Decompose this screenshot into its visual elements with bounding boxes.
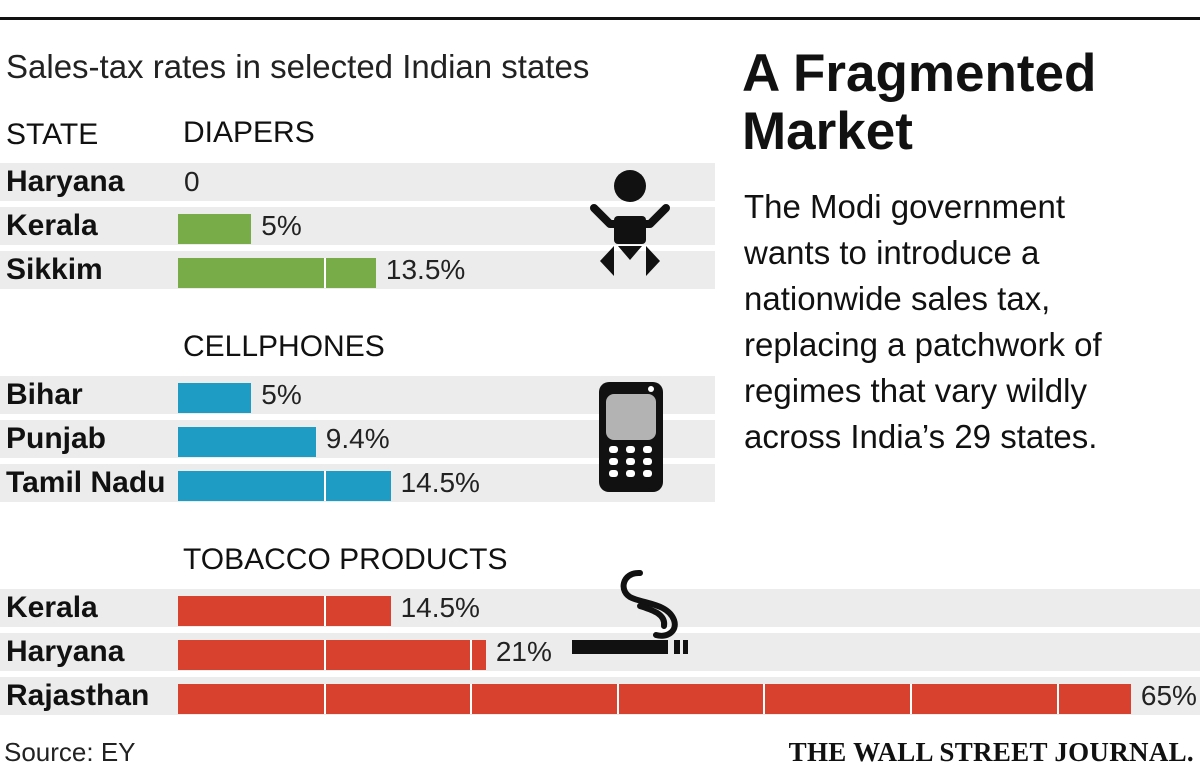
- tobacco-header: TOBACCO PRODUCTS: [183, 543, 508, 576]
- bar-segment-divider: [323, 684, 326, 714]
- bar-segment-divider: [763, 684, 766, 714]
- body-text: The Modi government wants to introduce a…: [744, 184, 1194, 460]
- chart-subtitle: Sales-tax rates in selected Indian state…: [6, 48, 590, 85]
- bar-segment-divider: [323, 640, 326, 670]
- table-row: Bihar 5%: [0, 376, 715, 414]
- baby-icon: [590, 170, 670, 276]
- table-row: Punjab 9.4%: [0, 420, 715, 458]
- value-label: 14.5%: [400, 592, 480, 623]
- bar-segment-divider: [323, 471, 326, 501]
- bar: [178, 471, 391, 501]
- value-label: 65%: [1140, 680, 1197, 711]
- mobile-phone-icon: [599, 382, 663, 492]
- value-label: 14.5%: [400, 467, 480, 498]
- publisher-logo: THE WALL STREET JOURNAL.: [788, 737, 1194, 767]
- top-rule: [0, 17, 1200, 20]
- state-label: Kerala: [6, 591, 98, 624]
- state-label: Sikkim: [6, 253, 103, 286]
- bar: [178, 258, 376, 288]
- state-label: Punjab: [6, 422, 107, 455]
- value-label: 13.5%: [385, 254, 466, 285]
- bar-segment-divider: [470, 640, 473, 670]
- bar-segment-divider: [470, 684, 473, 714]
- value-label: 5%: [261, 210, 302, 241]
- bar: [178, 640, 486, 670]
- headline-line-1: A Fragmented: [742, 44, 1097, 103]
- value-label: 21%: [495, 636, 552, 667]
- cellphones-header: CELLPHONES: [183, 330, 385, 363]
- table-row: Tamil Nadu 14.5%: [0, 464, 715, 502]
- state-label: Haryana: [6, 165, 125, 198]
- value-label: 9.4%: [325, 423, 390, 454]
- bar-segment-divider: [1056, 684, 1059, 714]
- diapers-header: DIAPERS: [183, 116, 315, 149]
- state-label: Haryana: [6, 635, 125, 668]
- bar: [178, 596, 391, 626]
- body-line-2: wants to introduce a: [744, 234, 1040, 271]
- cigarette-icon: [572, 570, 688, 654]
- state-label: Kerala: [6, 209, 98, 242]
- table-row: Kerala 14.5%: [0, 589, 1200, 627]
- state-label: Tamil Nadu: [6, 466, 166, 499]
- source-note: Source: EY: [4, 737, 136, 767]
- bar-segment-divider: [323, 596, 326, 626]
- bar: [178, 214, 252, 244]
- table-row: Rajasthan 65%: [0, 677, 1200, 715]
- value-label: 5%: [261, 379, 302, 410]
- value-label: 0: [184, 166, 200, 197]
- table-row: Haryana 0: [0, 163, 715, 201]
- body-line-5: regimes that vary wildly: [744, 372, 1087, 409]
- bar: [178, 684, 1131, 714]
- body-line-3: nationwide sales tax,: [744, 280, 1051, 317]
- bar-segment-divider: [616, 684, 619, 714]
- bar: [178, 427, 316, 457]
- bar-segment-divider: [323, 258, 326, 288]
- state-column-header: STATE: [6, 118, 99, 151]
- bar: [178, 383, 252, 413]
- table-row: Sikkim 13.5%: [0, 251, 715, 289]
- headline: A Fragmented Market: [742, 45, 1182, 161]
- body-line-4: replacing a patchwork of: [744, 326, 1102, 363]
- body-line-6: across India’s 29 states.: [744, 418, 1098, 455]
- state-label: Rajasthan: [6, 679, 150, 712]
- state-label: Bihar: [6, 378, 83, 411]
- bar-segment-divider: [910, 684, 912, 714]
- headline-line-2: Market: [742, 102, 913, 161]
- body-line-1: The Modi government: [744, 188, 1065, 225]
